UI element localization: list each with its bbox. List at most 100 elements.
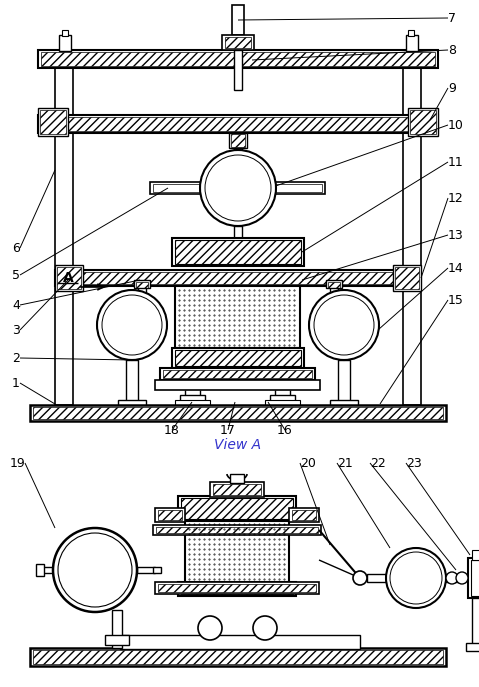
Bar [134, 280, 150, 288]
Text: 4: 4 [12, 298, 20, 311]
Circle shape [446, 572, 458, 584]
Bar [43, 567, 57, 573]
Bar [36, 564, 44, 576]
Bar [466, 643, 479, 651]
Text: 14: 14 [448, 262, 464, 275]
Bar [230, 474, 244, 483]
Bar [112, 610, 122, 648]
Bar [395, 267, 419, 289]
Text: 6: 6 [12, 242, 20, 254]
Text: 20: 20 [300, 456, 316, 469]
Bar [175, 350, 301, 366]
Bar [232, 5, 244, 35]
Bar [40, 110, 66, 134]
Bar [138, 286, 146, 356]
Bar [41, 117, 435, 131]
Bar [292, 510, 316, 520]
Bar [62, 30, 68, 36]
Bar [158, 584, 316, 592]
Bar [58, 272, 417, 284]
Circle shape [53, 528, 137, 612]
Bar [153, 567, 161, 573]
Text: 7: 7 [448, 12, 456, 25]
Bar [178, 496, 296, 521]
Circle shape [456, 572, 468, 584]
Text: 19: 19 [9, 456, 25, 469]
Bar [59, 35, 71, 51]
Circle shape [58, 533, 132, 607]
Bar [155, 582, 319, 594]
Bar [55, 50, 73, 405]
Bar [172, 238, 304, 266]
Bar [181, 584, 293, 594]
Circle shape [102, 295, 162, 355]
Text: 22: 22 [370, 456, 386, 469]
Text: 12: 12 [448, 192, 464, 205]
Bar [30, 648, 446, 666]
Bar [175, 240, 301, 264]
Text: 18: 18 [164, 423, 180, 436]
Bar [408, 30, 414, 36]
Bar [210, 482, 264, 497]
Bar [330, 400, 358, 408]
Bar [472, 550, 479, 560]
Bar [38, 115, 438, 133]
Text: 5: 5 [12, 269, 20, 282]
Bar [245, 182, 325, 194]
Bar [367, 574, 405, 582]
Bar [326, 280, 342, 288]
Circle shape [386, 548, 446, 608]
Bar [153, 525, 321, 535]
Text: A: A [63, 271, 73, 285]
Bar [222, 35, 254, 50]
Bar [172, 348, 304, 368]
Bar [158, 510, 182, 520]
Bar [33, 407, 443, 419]
Bar [185, 520, 289, 582]
Circle shape [390, 552, 442, 604]
Bar [55, 270, 420, 286]
Bar [41, 52, 435, 66]
Bar [126, 360, 138, 405]
Bar [248, 184, 322, 192]
Bar [338, 360, 350, 405]
Text: 21: 21 [337, 456, 353, 469]
Circle shape [314, 295, 374, 355]
Bar [403, 50, 421, 405]
Bar [231, 134, 245, 147]
Circle shape [253, 616, 277, 640]
Bar [270, 395, 295, 403]
Bar [229, 133, 247, 148]
Bar [30, 405, 446, 421]
Bar [180, 395, 205, 403]
Bar [160, 368, 315, 380]
Bar [181, 498, 293, 519]
Text: View A: View A [215, 438, 262, 452]
Bar [472, 598, 479, 648]
Circle shape [97, 290, 167, 360]
Bar [155, 508, 185, 522]
Text: 8: 8 [448, 43, 456, 56]
Text: 1: 1 [12, 376, 20, 390]
Bar [289, 508, 319, 522]
Bar [120, 635, 360, 649]
Bar [118, 400, 146, 408]
Circle shape [200, 150, 276, 226]
Bar [33, 650, 443, 664]
Circle shape [205, 155, 271, 221]
Bar [406, 35, 418, 51]
Bar [163, 370, 312, 378]
Bar [175, 286, 300, 348]
Bar [328, 282, 340, 288]
Text: 10: 10 [448, 118, 464, 131]
Bar [178, 582, 296, 596]
Bar [410, 110, 436, 134]
Circle shape [198, 616, 222, 640]
Bar [330, 286, 338, 356]
Bar [225, 37, 251, 48]
Text: 11: 11 [448, 155, 464, 168]
Bar [153, 184, 227, 192]
Bar [393, 265, 421, 291]
Text: 17: 17 [220, 423, 236, 436]
Bar [471, 560, 479, 596]
